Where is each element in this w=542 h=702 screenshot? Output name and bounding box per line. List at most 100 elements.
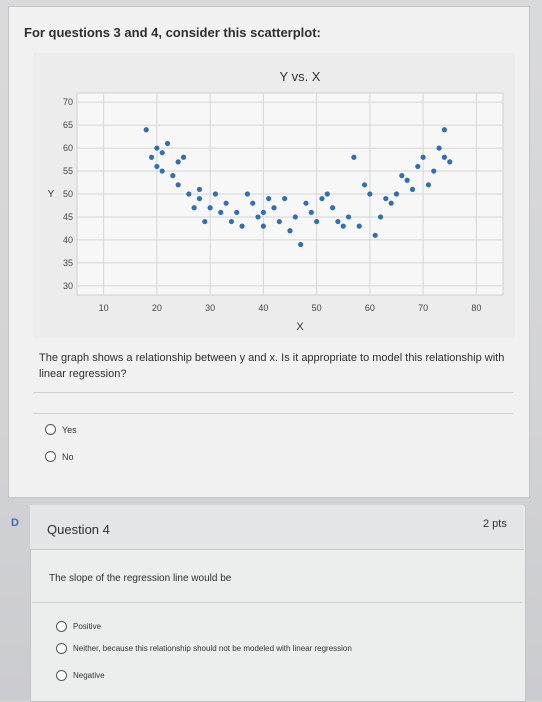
x-axis-label: X bbox=[296, 321, 304, 333]
option-neither[interactable]: Neither, because this relationship shoul… bbox=[56, 643, 352, 654]
data-point bbox=[447, 159, 453, 165]
y-tick-label: 40 bbox=[63, 235, 73, 245]
data-point bbox=[383, 195, 389, 202]
data-point bbox=[345, 214, 352, 220]
question-4-header bbox=[30, 505, 524, 550]
data-point bbox=[143, 127, 149, 133]
data-point bbox=[377, 214, 384, 220]
data-point bbox=[404, 177, 410, 183]
option-no[interactable]: No bbox=[45, 451, 74, 462]
data-point bbox=[276, 218, 282, 225]
data-point bbox=[303, 200, 309, 206]
data-point bbox=[255, 214, 261, 220]
option-positive[interactable]: Positive bbox=[56, 621, 101, 632]
data-point bbox=[212, 191, 219, 197]
chart-title: Y vs. X bbox=[280, 69, 321, 84]
scatterplot: 10 20 30 40 50 60 70 80 70 65 60 55 50 45 40 35 30 Y vs. … bbox=[48, 69, 504, 333]
y-tick-label: 45 bbox=[63, 212, 73, 222]
data-point bbox=[420, 154, 426, 160]
y-tick-label: 60 bbox=[63, 143, 73, 153]
data-point bbox=[260, 223, 266, 229]
data-point bbox=[441, 127, 448, 133]
data-point bbox=[409, 186, 416, 193]
option-yes[interactable]: Yes bbox=[45, 424, 77, 435]
x-tick-label: 20 bbox=[152, 303, 162, 313]
radio-icon[interactable] bbox=[56, 643, 67, 654]
data-point bbox=[351, 154, 357, 160]
data-point bbox=[271, 205, 277, 211]
data-point bbox=[356, 223, 362, 229]
radio-icon[interactable] bbox=[45, 451, 56, 462]
data-point bbox=[308, 209, 314, 215]
data-point bbox=[298, 241, 304, 248]
data-point bbox=[388, 200, 394, 206]
option-label: Yes bbox=[62, 424, 77, 435]
data-point bbox=[244, 191, 250, 197]
x-tick-label: 70 bbox=[418, 303, 428, 313]
data-point bbox=[154, 163, 160, 170]
question-4-title: Question 4 bbox=[47, 522, 110, 537]
radio-icon[interactable] bbox=[56, 621, 67, 632]
data-point bbox=[186, 191, 192, 197]
data-point bbox=[207, 205, 213, 211]
data-point bbox=[234, 209, 240, 215]
data-point bbox=[228, 218, 235, 225]
data-point bbox=[399, 173, 405, 179]
y-tick-label: 55 bbox=[63, 166, 73, 176]
data-point bbox=[425, 182, 432, 188]
x-tick-label: 80 bbox=[471, 303, 481, 313]
y-tick-label: 70 bbox=[63, 97, 73, 107]
data-point bbox=[196, 186, 203, 193]
data-point bbox=[292, 214, 298, 220]
x-tick-label: 10 bbox=[99, 303, 109, 313]
x-tick-label: 30 bbox=[205, 303, 215, 313]
data-point bbox=[175, 159, 181, 165]
divider bbox=[33, 413, 513, 414]
data-point bbox=[266, 195, 272, 202]
y-tick-label: 30 bbox=[63, 281, 73, 291]
data-point bbox=[159, 168, 165, 174]
data-point bbox=[361, 182, 368, 188]
data-point bbox=[415, 163, 421, 170]
y-tick-label: 35 bbox=[63, 258, 73, 268]
data-point bbox=[436, 145, 442, 151]
data-point bbox=[441, 154, 448, 160]
data-point bbox=[314, 218, 320, 225]
x-tick-label: 50 bbox=[312, 303, 322, 313]
y-axis-label: Y bbox=[48, 189, 55, 200]
data-point bbox=[218, 209, 224, 215]
x-tick-label: 40 bbox=[258, 303, 268, 313]
data-point bbox=[223, 200, 229, 206]
data-point bbox=[164, 140, 171, 147]
question-3-prompt: The graph shows a relationship between y… bbox=[39, 352, 505, 380]
data-point bbox=[148, 154, 155, 160]
data-point bbox=[372, 232, 378, 238]
data-point bbox=[330, 205, 336, 211]
data-point bbox=[250, 200, 256, 206]
data-point bbox=[175, 182, 181, 188]
option-label: Negative bbox=[73, 671, 105, 680]
data-point bbox=[319, 195, 325, 202]
radio-icon[interactable] bbox=[45, 424, 56, 435]
scatterplot-frame: 10 20 30 40 50 60 70 80 70 65 60 55 50 45 40 35 30 Y vs. … bbox=[33, 53, 515, 338]
data-point bbox=[335, 218, 341, 225]
data-point bbox=[340, 223, 346, 229]
data-point bbox=[191, 205, 197, 211]
question-4-prompt: The slope of the regression line would b… bbox=[49, 573, 232, 584]
option-label: Positive bbox=[73, 622, 102, 631]
data-point bbox=[159, 150, 165, 156]
data-point bbox=[367, 191, 373, 197]
data-point bbox=[170, 173, 176, 179]
divider bbox=[32, 602, 522, 603]
flag-marker: D bbox=[11, 517, 19, 529]
data-point bbox=[393, 191, 400, 197]
x-tick-label: 60 bbox=[365, 303, 375, 313]
option-negative[interactable]: Negative bbox=[56, 670, 105, 681]
data-point bbox=[431, 168, 437, 174]
radio-icon[interactable] bbox=[56, 670, 67, 681]
data-point bbox=[282, 195, 288, 202]
y-tick-label: 50 bbox=[63, 189, 73, 199]
data-point bbox=[260, 209, 266, 215]
data-point bbox=[324, 191, 330, 197]
y-tick-label: 65 bbox=[63, 120, 73, 130]
